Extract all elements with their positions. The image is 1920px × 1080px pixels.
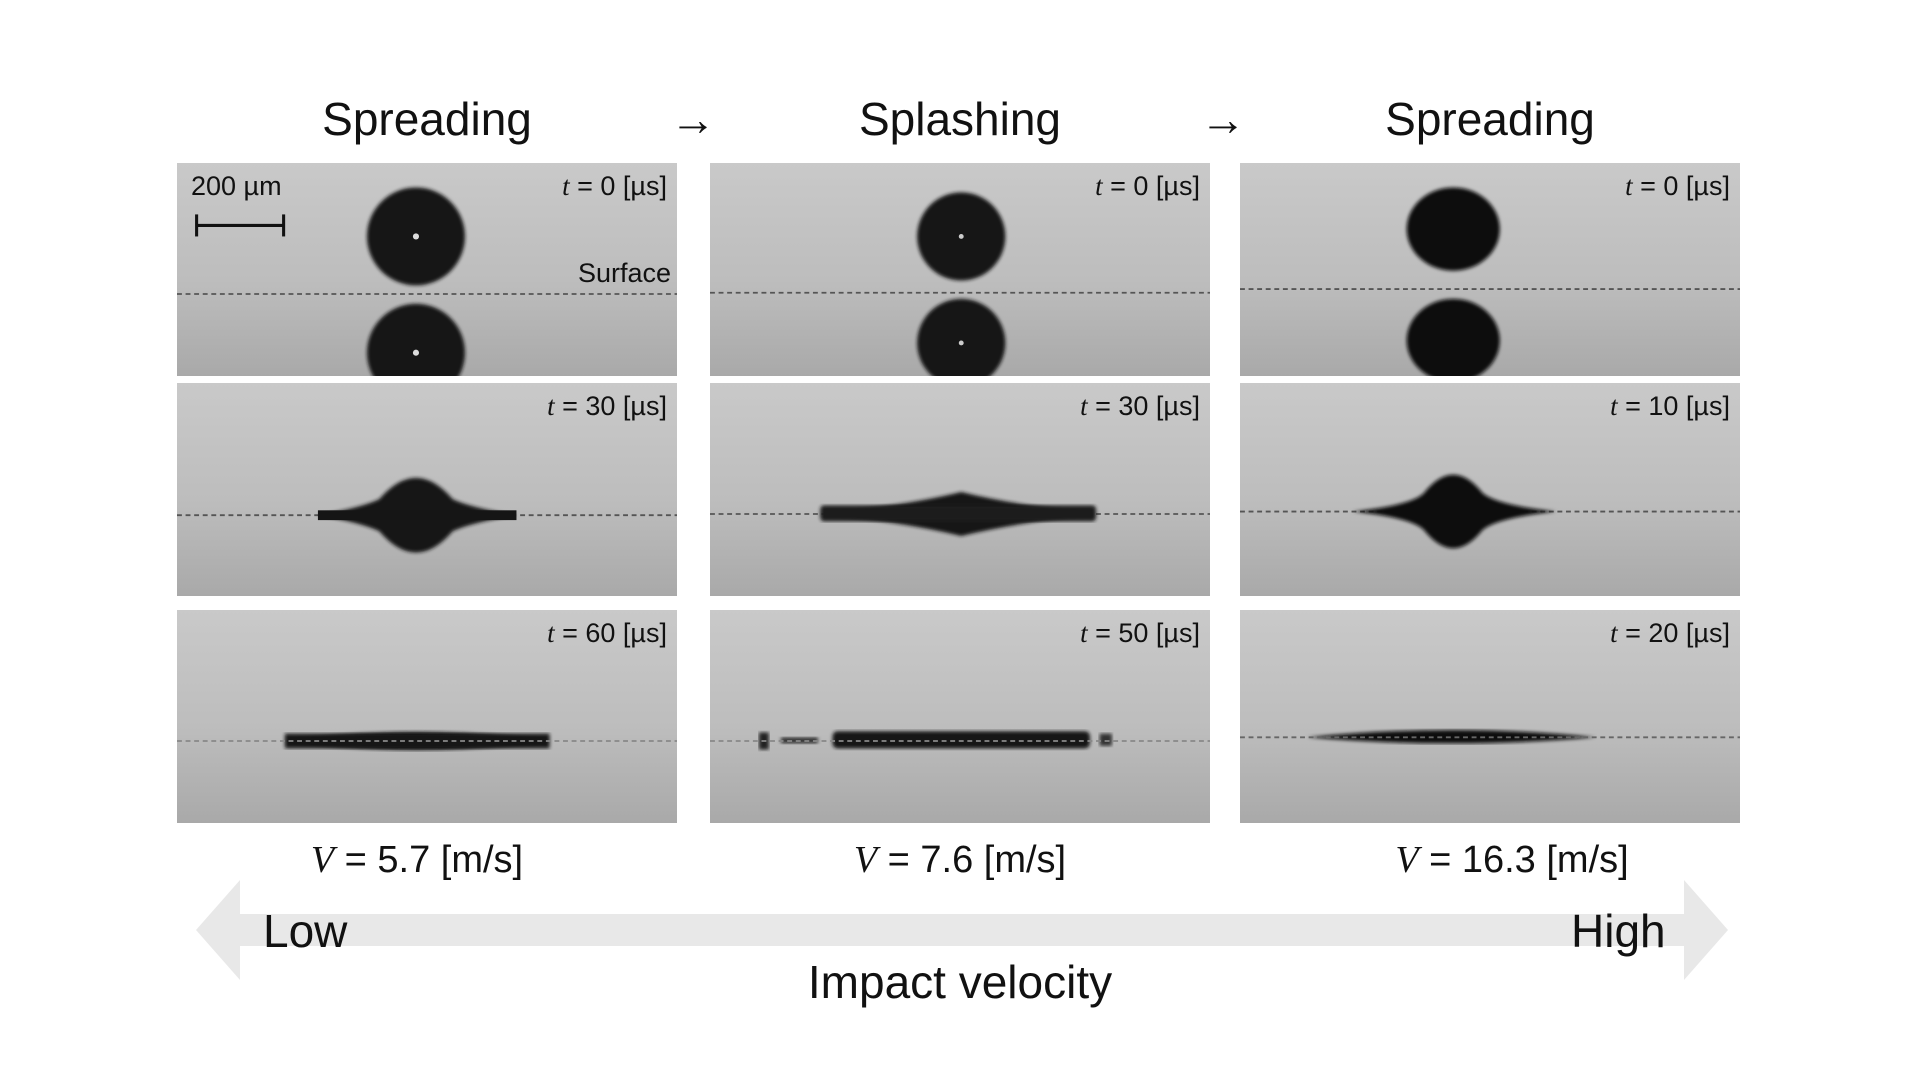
droplet	[832, 731, 1090, 749]
header-spreading-high: Spreading	[1385, 93, 1595, 145]
image-panel-c2-r2: t = 30 [µs]	[710, 383, 1210, 596]
image-panel-c3-r2: t = 10 [µs]	[1240, 383, 1740, 596]
time-label: t = 0 [µs]	[562, 171, 667, 201]
droplet	[1406, 187, 1500, 271]
surface-label: Surface	[577, 258, 671, 288]
header-arrow-2: →	[1200, 93, 1246, 145]
time-label: t = 20 [µs]	[1610, 618, 1730, 648]
header-arrow-1: →	[670, 93, 716, 145]
image-panel-c1-r3: t = 60 [µs]	[177, 610, 677, 823]
axis-label: Impact velocity	[807, 956, 1113, 1008]
double-arrow-icon	[196, 880, 1728, 980]
image-panel-c1-r1: 200 µm Surface t = 0 [µs]	[177, 163, 677, 376]
header-splashing: Splashing	[858, 93, 1062, 145]
velocity-label-1: V = 5.7 [m/s]	[310, 839, 524, 881]
image-panel-c3-r1: t = 0 [µs]	[1240, 163, 1740, 376]
image-panel-c1-r2: t = 30 [µs]	[177, 383, 677, 596]
image-panel-c2-r1: t = 0 [µs]	[710, 163, 1210, 376]
image-panel-c3-r3: t = 20 [µs]	[1240, 610, 1740, 823]
time-label: t = 60 [µs]	[547, 618, 667, 648]
time-label: t = 30 [µs]	[547, 391, 667, 421]
image-panel-c2-r3: t = 50 [µs]	[710, 610, 1210, 823]
time-label: t = 0 [µs]	[1625, 171, 1730, 201]
high-label: High	[1571, 905, 1666, 957]
velocity-label-2: V = 7.6 [m/s]	[853, 839, 1067, 881]
header-spreading-low: Spreading	[322, 93, 532, 145]
scale-bar-label: 200 µm	[191, 171, 282, 201]
velocity-label-3: V = 16.3 [m/s]	[1395, 839, 1629, 881]
low-label: Low	[263, 905, 348, 957]
scale-bar	[195, 214, 286, 237]
time-label: t = 0 [µs]	[1095, 171, 1200, 201]
droplet	[1352, 474, 1557, 549]
time-label: t = 10 [µs]	[1610, 391, 1730, 421]
droplet	[1307, 729, 1596, 744]
time-label: t = 30 [µs]	[1080, 391, 1200, 421]
time-label: t = 50 [µs]	[1080, 618, 1200, 648]
